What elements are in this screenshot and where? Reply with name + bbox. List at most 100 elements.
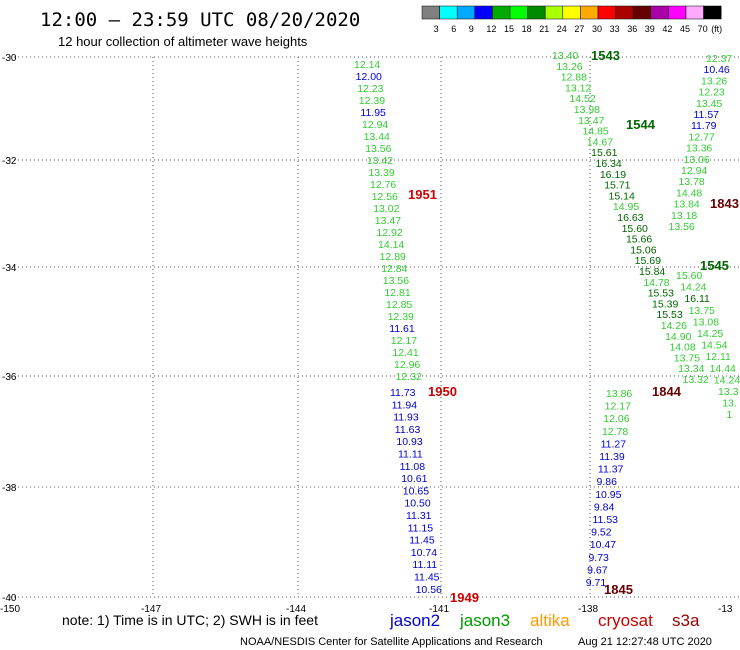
wave-height-value: 12.94 [362,119,388,131]
colorbar-swatch [562,5,581,20]
wave-height-value: 12.81 [384,287,410,299]
satellite-legend-jason2: jason2 [389,611,440,630]
lat-lon-grid [10,56,740,598]
colorbar-swatch [615,5,634,20]
colorbar-swatch [703,5,722,20]
wave-height-value: 14.54 [701,340,727,352]
satellite-legend-cryosat: cryosat [598,611,653,630]
colorbar-label: 9 [469,24,474,34]
wave-height-value: 13.39 [368,167,394,179]
pass-time-label: 1949 [450,590,479,605]
colorbar-label: 15 [504,24,514,34]
wave-height-value: 15.84 [639,266,665,278]
wave-height-value: 13.26 [556,61,582,73]
wave-height-value: 14.78 [643,277,669,289]
satellite-legend-jason3: jason3 [459,611,510,630]
track-1951: 12.1412.0012.2312.3911.9512.9413.4413.56… [354,59,437,383]
satellite-legend-s3a: s3a [672,611,700,630]
wave-height-value: 12.85 [386,299,412,311]
wave-height-value: 15.06 [630,244,656,256]
track-1844: 13.8612.1712.0612.7811.2711.3911.379.861… [586,384,682,589]
wave-height-value: 15.71 [604,180,630,192]
wave-height-value: 12.39 [359,95,385,107]
track-1544: 1544 [626,117,656,132]
colorbar-label: 36 [627,24,637,34]
pass-time-label: 1951 [408,187,437,202]
wave-height-value: 12.78 [602,426,628,438]
pass-time-label: 1844 [652,384,682,399]
wave-height-value: 9.71 [586,577,607,589]
wave-height-value: 11.27 [601,438,627,450]
track-1543: 13.4013.2612.8813.1214.5213.9813.4714.85… [552,48,709,386]
colorbar-swatch [632,5,652,20]
lon-tick-label: -147 [141,604,161,615]
wave-height-value: 15.69 [635,255,661,267]
wave-height-value: 9.73 [588,552,609,564]
wave-height-value: 11.39 [599,451,625,463]
colorbar-swatch [650,5,669,20]
wave-height-value: 15.39 [652,298,678,310]
wave-height-value: 11.93 [393,412,419,424]
wave-height-value: 14.08 [669,342,695,354]
colorbar-swatch [685,5,704,20]
colorbar-label: 30 [592,24,602,34]
wave-height-value: 11.45 [414,572,440,584]
wave-height-value: 15.61 [591,147,617,159]
wave-height-value: 15.66 [626,234,652,246]
colorbar-label: 21 [539,24,549,34]
wave-height-value: 16.11 [684,293,710,305]
wave-height-value: 13.56 [383,275,409,287]
pass-time-label: 1545 [700,258,729,273]
colorbar-swatch [456,5,476,20]
wave-height-value: 11.08 [400,461,426,473]
wave-height-value: 11.31 [406,510,432,522]
pass-time-label: 1950 [428,384,457,399]
lon-tick-label: -138 [578,604,598,615]
colorbar-swatch [527,5,546,20]
wave-height-value: 13.02 [373,203,399,215]
wave-height-value: 14.24 [714,374,740,386]
wave-height-value: 14.26 [661,320,687,332]
colorbar-label: 39 [645,24,655,34]
colorbar-label: 33 [610,24,620,34]
colorbar-label: 24 [557,24,567,34]
wave-height-value: 12.92 [376,227,402,239]
wave-height-value: 13.47 [578,115,604,127]
wave-height-value: 11.79 [691,120,717,132]
wave-height-value: 12.17 [605,401,631,413]
wave-height-value: 1 [726,409,732,421]
wave-height-value: 10.95 [595,489,621,501]
wave-height-value: 12.39 [388,311,414,323]
wave-height-value: 10.93 [396,436,422,448]
color-scale-bar: 3 6 9 12 15 18 21 24 27 30 33 36 39 42 45 70 (ft) [421,5,722,34]
wave-height-value: 13.12 [565,82,591,94]
wave-height-value: 10.47 [590,539,616,551]
wave-height-value: 11.45 [409,535,435,547]
wave-height-value: 12.41 [392,347,418,359]
track-1545: 15.6014.2416.1113.7513.0814.2514.5412.11… [676,258,740,421]
wave-height-value: 13.86 [606,388,632,400]
colorbar-swatch [492,5,511,20]
pass-time-label: 1543 [591,48,620,63]
wave-height-value: 13.45 [696,98,722,110]
wave-height-value: 13.56 [365,143,391,155]
wave-height-value: 13.78 [679,176,705,188]
wave-height-value: 14.24 [680,282,706,294]
wave-height-value: 9.84 [594,501,615,513]
footer-credit: NOAA/NESDIS Center for Satellite Applica… [240,636,543,648]
wave-height-value: 12.56 [372,191,398,203]
colorbar-swatch [597,5,616,20]
wave-height-value: 12.14 [354,59,380,71]
wave-height-value: 13.42 [367,155,393,167]
wave-height-value: 12.88 [561,72,587,84]
wave-height-value: 10.65 [403,485,429,497]
wave-height-value: 14.52 [569,93,595,105]
wave-height-value: 14.48 [676,187,702,199]
footer-timestamp: Aug 21 12:27:48 UTC 2020 [578,636,712,648]
wave-height-value: 12.00 [356,71,382,83]
wave-height-value: 9.67 [587,564,608,576]
lat-tick-label: -32 [2,156,17,167]
colorbar-swatch [668,5,687,20]
lon-tick-label: -150 [0,604,20,615]
pass-time-label: 1544 [626,117,656,132]
